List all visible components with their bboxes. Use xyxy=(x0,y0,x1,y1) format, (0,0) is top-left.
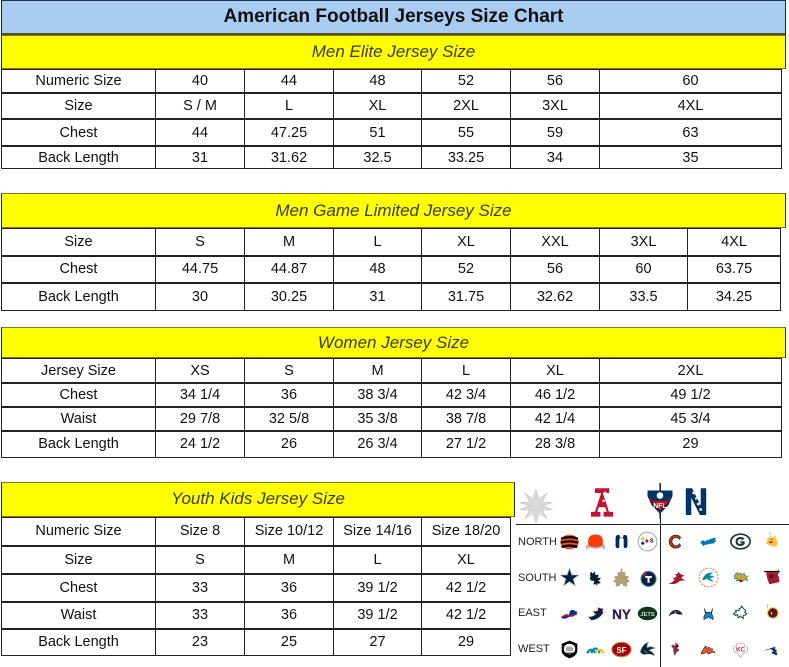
svg-text:NY: NY xyxy=(612,607,631,622)
svg-text:JETS: JETS xyxy=(640,612,655,618)
svg-text:KC: KC xyxy=(736,646,746,653)
svg-text:NFL: NFL xyxy=(653,503,667,510)
svg-text:SF: SF xyxy=(616,646,626,655)
svg-text:S: S xyxy=(649,539,653,545)
